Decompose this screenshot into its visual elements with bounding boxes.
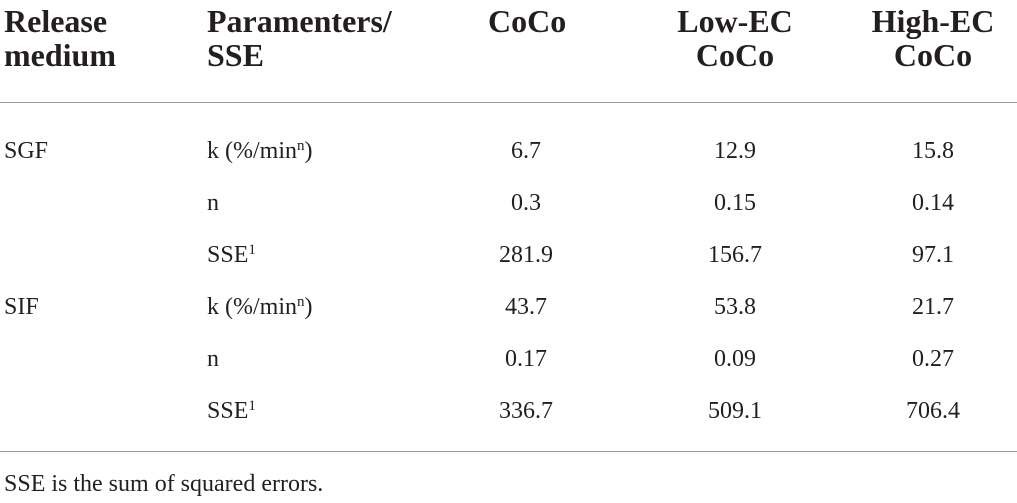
header-coco: CoCo (488, 3, 567, 39)
header-release-medium: Release medium (4, 3, 116, 73)
header-low-ec-coco: Low-EC CoCo (677, 3, 793, 73)
cell-low-ec: 12.9 (714, 138, 756, 164)
table-row: n 0.3 0.15 0.14 (0, 189, 1017, 241)
cell-low-ec: 0.09 (714, 346, 756, 372)
table-row: n 0.17 0.09 0.27 (0, 345, 1017, 397)
cell-low-ec: 0.15 (714, 190, 756, 216)
cell-parameter: k (%/minn) (207, 293, 313, 320)
cell-low-ec: 509.1 (708, 398, 762, 424)
cell-high-ec: 0.27 (912, 346, 954, 372)
data-table: Release medium Paramenters/ SSE CoCo Low… (0, 0, 1017, 452)
table-footnote: SSE is the sum of squared errors. (4, 471, 324, 497)
cell-medium: SIF (4, 294, 39, 320)
cell-low-ec: 156.7 (708, 242, 762, 268)
table-body: SGF k (%/minn) 6.7 12.9 15.8 n 0.3 0.15 … (0, 103, 1017, 452)
cell-high-ec: 97.1 (912, 242, 954, 268)
cell-low-ec: 53.8 (714, 294, 756, 320)
table-row: SGF k (%/minn) 6.7 12.9 15.8 (0, 137, 1017, 189)
cell-coco: 0.3 (511, 190, 541, 216)
cell-parameter: SSE1 (207, 397, 256, 424)
cell-parameter: n (207, 346, 219, 372)
cell-high-ec: 0.14 (912, 190, 954, 216)
cell-coco: 43.7 (505, 294, 547, 320)
cell-parameter: k (%/minn) (207, 137, 313, 164)
cell-medium: SGF (4, 138, 49, 164)
cell-parameter: SSE1 (207, 241, 256, 268)
cell-high-ec: 21.7 (912, 294, 954, 320)
table-row: SIF k (%/minn) 43.7 53.8 21.7 (0, 293, 1017, 345)
cell-high-ec: 706.4 (906, 398, 960, 424)
cell-high-ec: 15.8 (912, 138, 954, 164)
cell-parameter: n (207, 190, 219, 216)
table-row: SSE1 281.9 156.7 97.1 (0, 241, 1017, 293)
table-header: Release medium Paramenters/ SSE CoCo Low… (0, 0, 1017, 103)
cell-coco: 281.9 (499, 242, 553, 268)
table-row: SSE1 336.7 509.1 706.4 (0, 397, 1017, 449)
header-parameters: Paramenters/ SSE (207, 3, 392, 73)
cell-coco: 6.7 (511, 138, 541, 164)
cell-coco: 0.17 (505, 346, 547, 372)
header-high-ec-coco: High-EC CoCo (871, 3, 995, 73)
cell-coco: 336.7 (499, 398, 553, 424)
